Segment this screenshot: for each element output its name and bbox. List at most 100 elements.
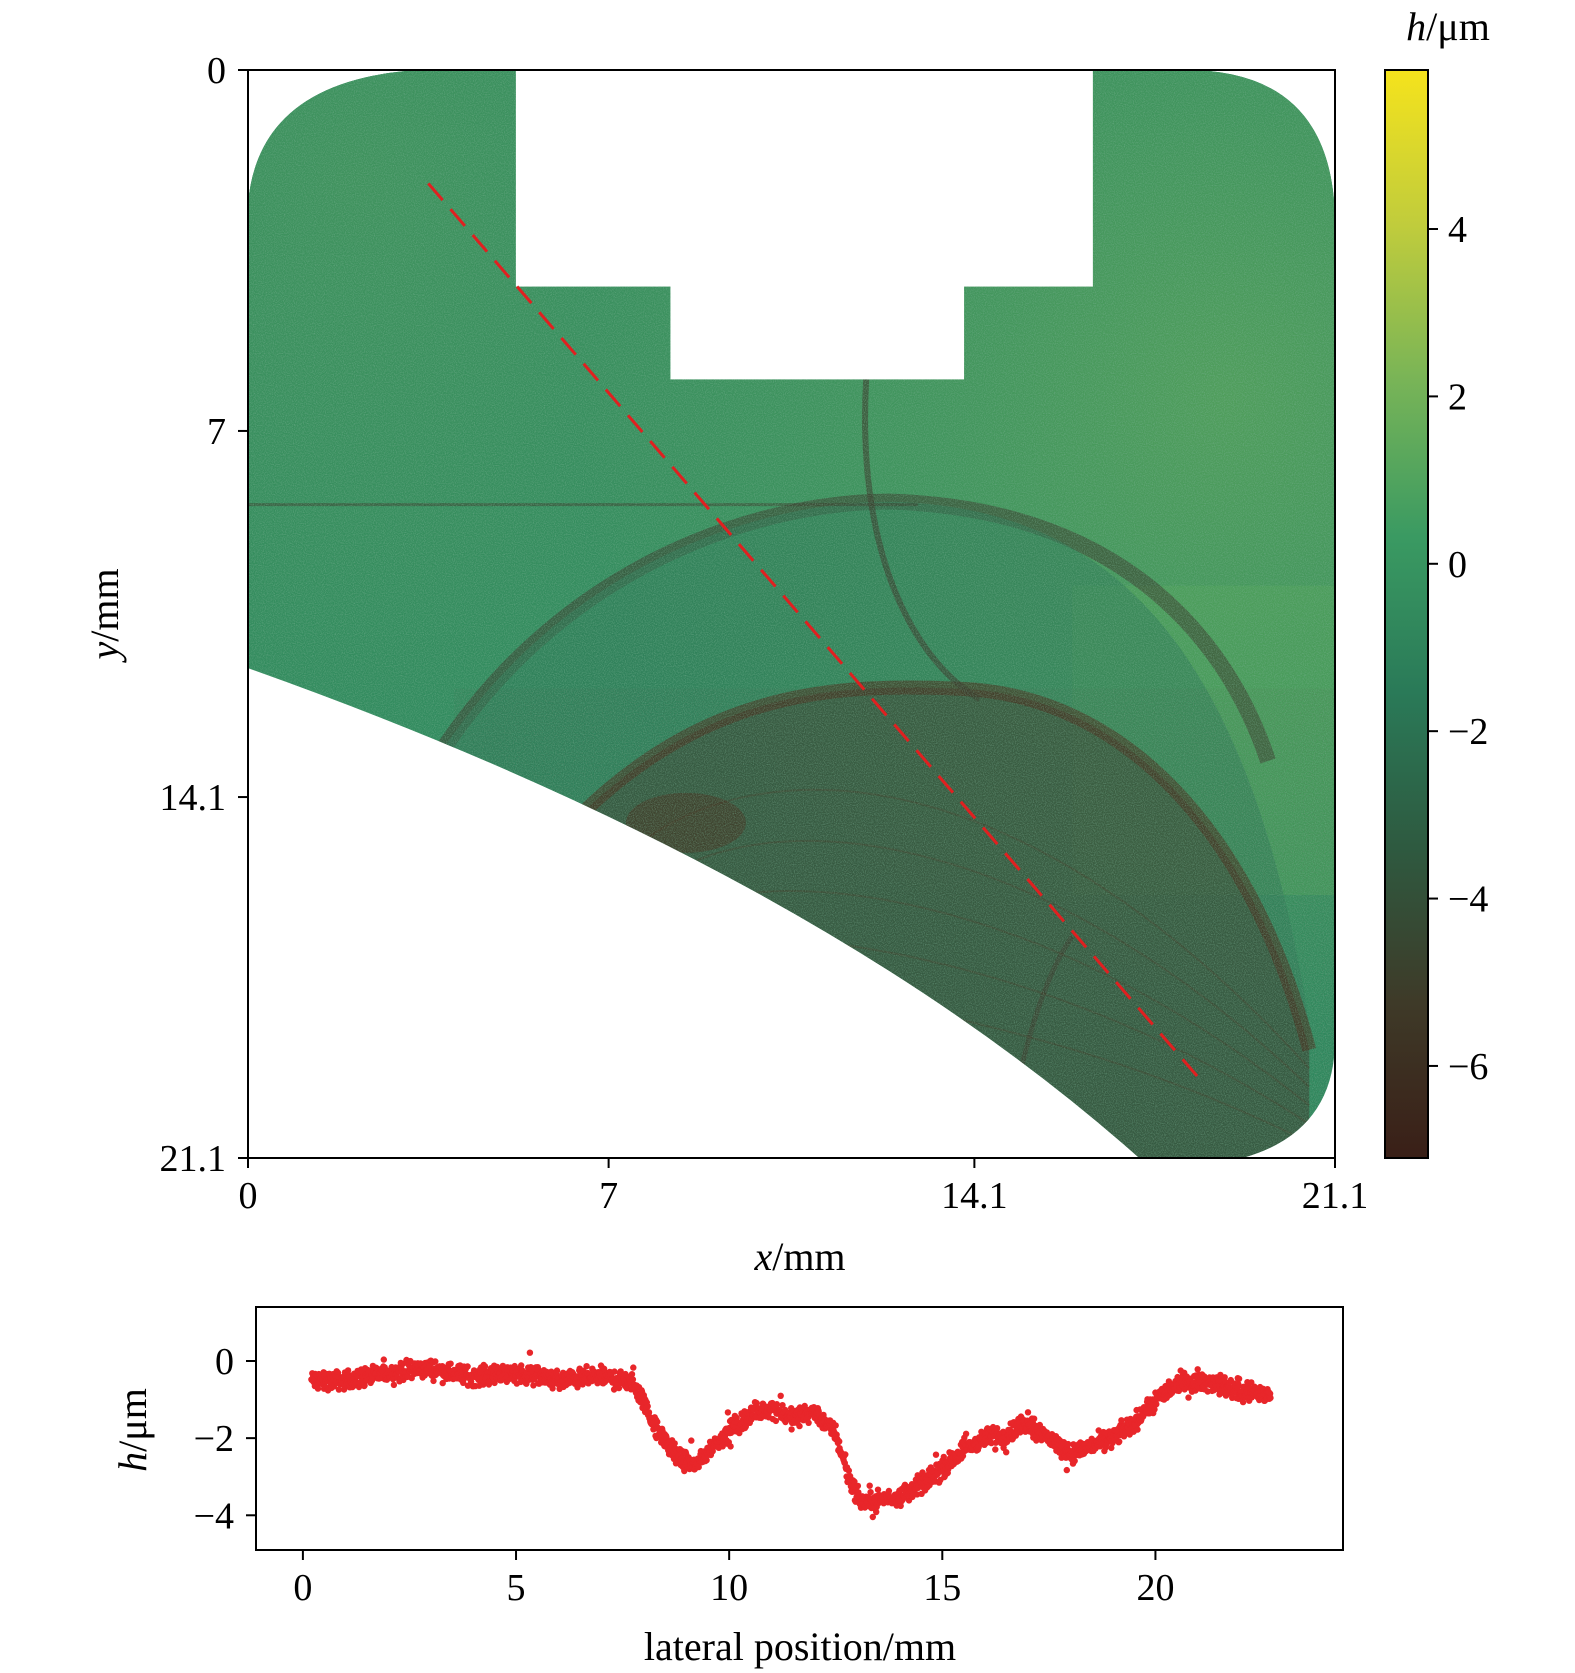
masked-region bbox=[515, 70, 1093, 287]
profile-point bbox=[959, 1452, 967, 1460]
profile-point bbox=[874, 1486, 882, 1493]
profile-point bbox=[617, 1368, 624, 1375]
colorbar-label: h/μm bbox=[1406, 4, 1490, 49]
profile-point bbox=[1003, 1449, 1010, 1456]
profile-point bbox=[854, 1482, 862, 1490]
profile-point bbox=[962, 1430, 970, 1438]
profile-point bbox=[709, 1448, 716, 1455]
profile-point bbox=[1024, 1409, 1032, 1416]
profile-point bbox=[628, 1371, 636, 1378]
profile-point bbox=[464, 1363, 471, 1370]
profile-point bbox=[1063, 1466, 1071, 1474]
colorbar-tick-label: 0 bbox=[1448, 544, 1467, 586]
profile-point bbox=[361, 1382, 368, 1389]
x-tick-label: 7 bbox=[599, 1175, 618, 1217]
profile-point bbox=[885, 1487, 893, 1495]
profile-point bbox=[526, 1349, 534, 1356]
profile-y-tick-label: −2 bbox=[194, 1418, 234, 1460]
profile-point bbox=[1030, 1415, 1038, 1422]
profile-point bbox=[518, 1362, 525, 1369]
profile-point bbox=[866, 1482, 873, 1489]
profile-point bbox=[1239, 1398, 1247, 1406]
profile-point bbox=[430, 1377, 437, 1385]
profile-point bbox=[1116, 1438, 1123, 1445]
profile-x-tick-label: 20 bbox=[1136, 1567, 1174, 1609]
profile-point bbox=[1221, 1374, 1228, 1381]
colorbar-tick-label: −4 bbox=[1448, 879, 1488, 921]
colorbar-tick-label: 2 bbox=[1448, 376, 1467, 418]
y-tick-label: 7 bbox=[207, 411, 226, 453]
profile-y-tick-label: −4 bbox=[194, 1495, 234, 1537]
heatmap-y-axis-label: y/mm bbox=[82, 568, 127, 663]
profile-point bbox=[832, 1422, 839, 1429]
profile-point bbox=[1222, 1392, 1230, 1399]
profile-point bbox=[447, 1360, 454, 1367]
profile-point bbox=[629, 1376, 637, 1383]
profile-point bbox=[611, 1368, 618, 1375]
colorbar: 4 2 0 −2 −4 −6 h/μm bbox=[1384, 4, 1490, 1159]
colorbar-tick-label: −6 bbox=[1448, 1046, 1488, 1088]
heatmap-x-ticks: 0 7 14.1 21.1 bbox=[239, 1158, 1369, 1217]
profile-frame bbox=[255, 1306, 1344, 1551]
profile-point bbox=[805, 1419, 812, 1427]
colorbar-ticks: 4 2 0 −2 −4 −6 bbox=[1428, 209, 1488, 1088]
profile-point bbox=[753, 1399, 760, 1407]
profile-point bbox=[796, 1422, 803, 1430]
profile-x-tick-label: 10 bbox=[710, 1567, 748, 1609]
profile-point bbox=[940, 1453, 947, 1461]
profile-point bbox=[688, 1437, 695, 1444]
profile-point bbox=[1267, 1394, 1274, 1402]
profile-point bbox=[993, 1425, 1001, 1432]
profile-point bbox=[1185, 1394, 1192, 1401]
profile-point bbox=[314, 1385, 322, 1392]
profile-point bbox=[836, 1438, 843, 1445]
profile-point bbox=[615, 1384, 623, 1392]
profile-point bbox=[390, 1381, 398, 1389]
profile-y-tick-label: 0 bbox=[215, 1341, 234, 1383]
profile-point bbox=[932, 1451, 940, 1458]
y-tick-label: 14.1 bbox=[160, 777, 227, 819]
surface-height-map: 0 7 14.1 21.1 0 7 14.1 21.1 x/mm y/mm bbox=[82, 50, 1368, 1279]
profile-point bbox=[1194, 1366, 1201, 1373]
colorbar-gradient bbox=[1384, 69, 1429, 1159]
profile-point bbox=[630, 1364, 637, 1371]
colorbar-tick-label: −2 bbox=[1448, 711, 1488, 753]
profile-point bbox=[727, 1443, 734, 1450]
profile-point bbox=[1108, 1444, 1115, 1452]
profile-x-tick-label: 15 bbox=[923, 1567, 961, 1609]
profile-point bbox=[1134, 1426, 1141, 1433]
profile-point bbox=[1118, 1417, 1125, 1424]
profile-point bbox=[1065, 1440, 1072, 1448]
profile-point bbox=[1235, 1375, 1243, 1383]
profile-point bbox=[869, 1513, 876, 1521]
profile-point bbox=[851, 1478, 858, 1485]
profile-point bbox=[432, 1358, 439, 1365]
profile-point bbox=[1151, 1406, 1158, 1413]
profile-point bbox=[773, 1401, 780, 1408]
profile-point bbox=[671, 1440, 678, 1447]
profile-point bbox=[703, 1457, 710, 1464]
profile-point bbox=[335, 1386, 343, 1393]
profile-x-axis-label: lateral position/mm bbox=[644, 1624, 956, 1669]
profile-point bbox=[530, 1382, 537, 1389]
profile-point bbox=[855, 1489, 862, 1496]
x-tick-label: 14.1 bbox=[941, 1175, 1008, 1217]
x-tick-label: 0 bbox=[239, 1175, 258, 1217]
height-profile-plot: 0 5 10 15 20 0 −2 −4 lateral position/mm h/μm bbox=[110, 1306, 1344, 1669]
profile-point bbox=[992, 1446, 999, 1453]
profile-point bbox=[439, 1379, 446, 1387]
x-tick-label: 21.1 bbox=[1302, 1175, 1369, 1217]
profile-line bbox=[427, 182, 1203, 1082]
profile-point bbox=[553, 1367, 561, 1374]
profile-y-axis-label: h/μm bbox=[110, 1388, 155, 1472]
profile-point bbox=[1153, 1401, 1160, 1408]
profile-y-ticks: 0 −2 −4 bbox=[194, 1341, 256, 1537]
profile-x-tick-label: 0 bbox=[293, 1567, 312, 1609]
profile-point bbox=[842, 1451, 849, 1458]
profile-point bbox=[644, 1403, 651, 1410]
profile-point bbox=[772, 1417, 780, 1425]
profile-point bbox=[645, 1409, 653, 1416]
profile-point bbox=[1071, 1457, 1078, 1465]
profile-point bbox=[873, 1508, 880, 1516]
